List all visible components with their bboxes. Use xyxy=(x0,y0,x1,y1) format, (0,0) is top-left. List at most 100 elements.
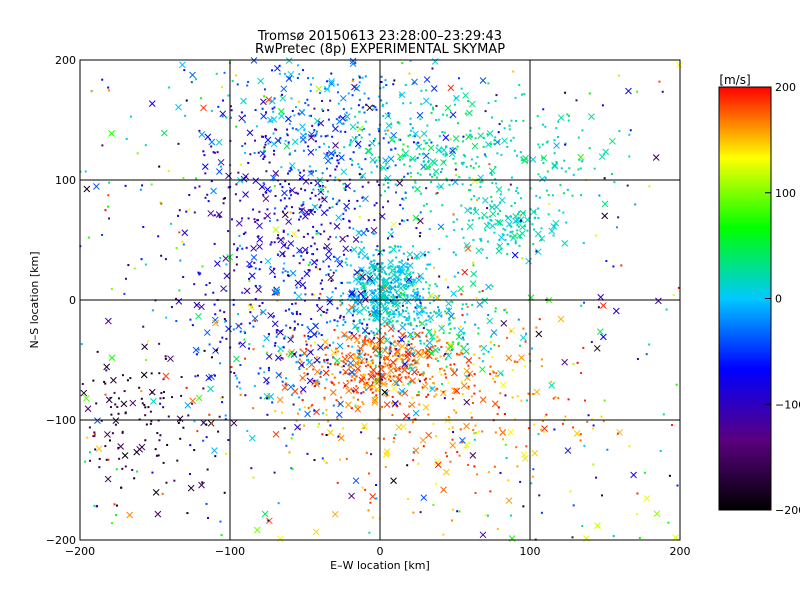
data-point-dot xyxy=(316,259,319,262)
data-point-dot xyxy=(437,310,440,313)
data-point-dot xyxy=(581,160,584,163)
data-point-dot xyxy=(225,116,228,119)
data-point-dot xyxy=(418,321,421,324)
data-point-dot xyxy=(384,348,387,351)
data-point-cross xyxy=(411,78,418,86)
data-point-cross xyxy=(347,359,354,367)
data-point-cross xyxy=(406,262,414,269)
data-point-dot xyxy=(229,116,232,119)
data-point-cross xyxy=(285,57,293,64)
data-point-dot xyxy=(486,514,489,517)
data-point-dot xyxy=(448,332,451,335)
data-point-dot xyxy=(562,192,565,195)
data-point-dot xyxy=(258,284,261,287)
data-point-dot xyxy=(387,290,390,293)
data-point-dot xyxy=(337,178,340,181)
data-point-dot xyxy=(326,358,329,361)
data-point-dot xyxy=(327,366,330,369)
data-point-dot xyxy=(288,308,291,311)
data-point-dot xyxy=(385,102,388,105)
data-point-dot xyxy=(349,249,352,252)
plot-frame xyxy=(79,59,681,541)
data-point-dot xyxy=(363,339,366,342)
data-point-cross xyxy=(449,441,457,449)
data-point-dot xyxy=(426,124,429,127)
data-point-dot xyxy=(436,335,439,338)
data-point-cross xyxy=(274,137,282,144)
data-point-dot xyxy=(219,256,222,259)
data-point-dot xyxy=(179,437,182,440)
data-point-dot xyxy=(377,437,380,440)
data-point-dot xyxy=(360,136,363,139)
data-point-dot xyxy=(352,320,355,323)
data-point-dot xyxy=(311,77,314,80)
data-point-dot xyxy=(292,403,295,406)
data-point-dot xyxy=(388,273,391,276)
data-point-dot xyxy=(353,326,356,329)
data-point-dot xyxy=(239,163,242,166)
data-point-cross xyxy=(330,349,338,357)
data-point-cross xyxy=(601,200,609,208)
data-point-dot xyxy=(352,389,355,392)
data-point-dot xyxy=(256,219,259,222)
data-point-dot xyxy=(184,114,187,117)
data-point-dot xyxy=(235,377,238,380)
data-point-dot xyxy=(233,269,236,272)
data-point-dot xyxy=(374,268,377,271)
data-point-dot xyxy=(115,468,118,471)
data-point-dot xyxy=(249,303,252,306)
data-point-dot xyxy=(516,224,519,227)
data-point-dot xyxy=(105,458,108,461)
data-point-dot xyxy=(420,103,423,106)
data-point-dot xyxy=(394,147,397,150)
data-point-dot xyxy=(343,335,346,338)
data-point-dot xyxy=(158,342,161,345)
data-point-cross xyxy=(516,232,523,240)
data-point-dot xyxy=(105,369,108,372)
data-point-dot xyxy=(289,189,292,192)
data-point-dot xyxy=(309,344,312,347)
data-point-cross xyxy=(550,223,558,230)
data-point-dot xyxy=(260,135,263,138)
data-point-dot xyxy=(377,156,380,159)
data-point-dot xyxy=(456,451,459,454)
data-point-dot xyxy=(273,185,276,188)
data-point-dot xyxy=(371,359,374,362)
data-point-dot xyxy=(410,175,413,178)
data-point-dot xyxy=(285,382,288,385)
data-point-dot xyxy=(579,194,582,197)
data-point-dot xyxy=(356,199,359,202)
data-point-dot xyxy=(509,231,512,234)
data-point-cross xyxy=(272,226,280,234)
data-point-dot xyxy=(470,416,473,419)
data-point-dot xyxy=(409,336,412,339)
data-point-dot xyxy=(335,203,338,206)
data-point-dot xyxy=(582,346,585,349)
data-point-dot xyxy=(365,358,368,361)
data-point-cross xyxy=(281,384,289,391)
data-point-dot xyxy=(592,427,595,430)
data-point-dot xyxy=(542,430,545,433)
data-point-dot xyxy=(486,240,489,243)
data-point-dot xyxy=(150,372,153,375)
data-point-cross xyxy=(427,292,435,300)
data-point-dot xyxy=(241,217,244,220)
data-point-dot xyxy=(439,150,442,153)
data-point-dot xyxy=(263,149,266,152)
data-point-cross xyxy=(306,377,314,385)
data-point-dot xyxy=(635,513,638,516)
data-point-cross xyxy=(263,334,270,342)
data-point-dot xyxy=(101,144,104,147)
data-point-dot xyxy=(442,390,445,393)
data-point-dot xyxy=(254,220,257,223)
data-point-dot xyxy=(319,233,322,236)
data-point-dot xyxy=(429,311,432,314)
data-point-cross xyxy=(418,306,426,314)
data-point-cross xyxy=(483,222,491,230)
data-point-dot xyxy=(118,457,121,460)
data-point-dot xyxy=(338,458,341,461)
data-point-cross xyxy=(630,471,637,479)
data-point-dot xyxy=(338,316,341,319)
data-point-dot xyxy=(460,380,463,383)
